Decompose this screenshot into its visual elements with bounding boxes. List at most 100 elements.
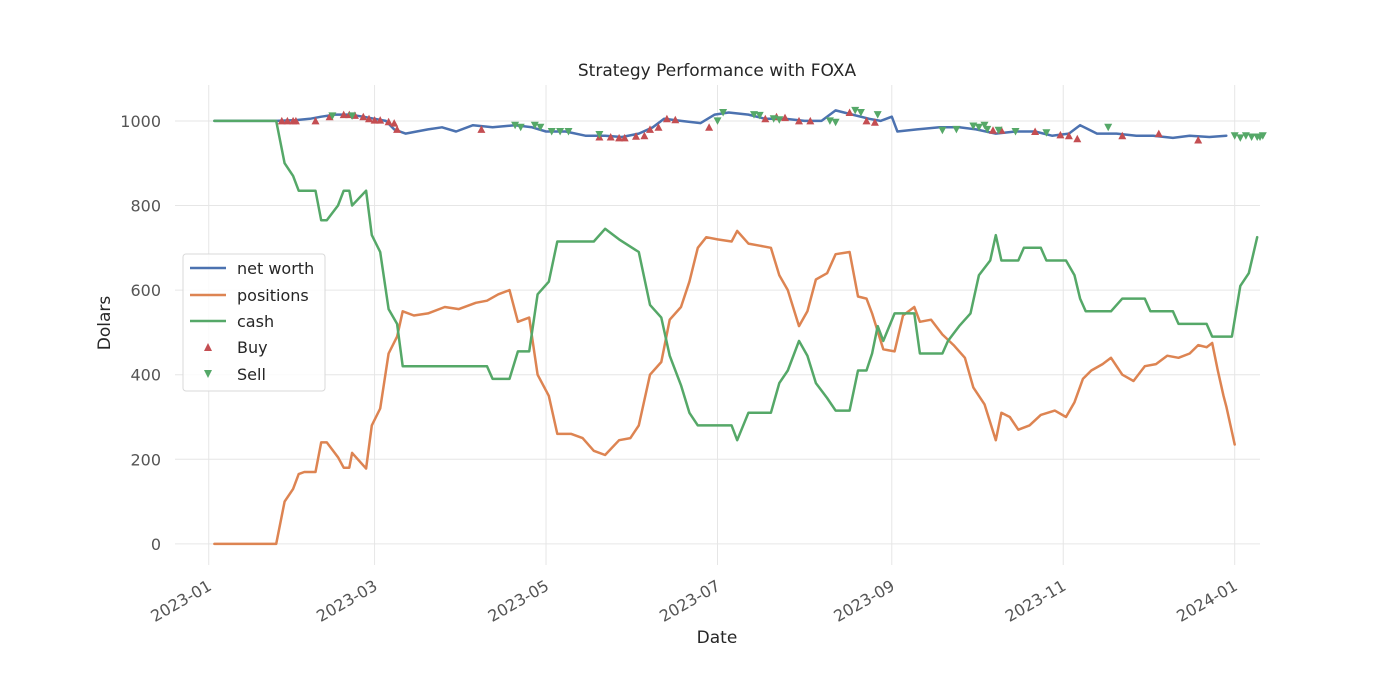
buy-marker bbox=[291, 116, 300, 125]
legend-box bbox=[182, 253, 326, 392]
series-lines bbox=[213, 109, 1259, 546]
grid bbox=[175, 85, 1260, 565]
y-axis-title: Dolars bbox=[95, 296, 115, 351]
buy-marker bbox=[1056, 130, 1065, 139]
buy-marker bbox=[870, 118, 879, 126]
buy-marker bbox=[283, 116, 292, 125]
sell-marker bbox=[775, 116, 784, 124]
sell-marker bbox=[595, 131, 604, 139]
legend-sell-label: Sell bbox=[237, 365, 266, 384]
y-tick-label: 800 bbox=[130, 197, 161, 216]
legend: net worth positions cash Buy Sell bbox=[182, 253, 326, 392]
buy-marker bbox=[339, 110, 348, 119]
buy-marker bbox=[632, 132, 640, 140]
y-tick-label: 0 bbox=[151, 535, 161, 554]
sell-marker bbox=[1104, 123, 1113, 132]
sell-marker bbox=[938, 126, 947, 135]
y-tick-label: 200 bbox=[130, 450, 161, 469]
series-line-positions bbox=[213, 229, 1236, 546]
buy-marker bbox=[393, 125, 402, 133]
buy-marker bbox=[620, 133, 629, 142]
x-tick-label: 2023-11 bbox=[1002, 576, 1069, 626]
buy-marker bbox=[671, 115, 680, 124]
buy-marker bbox=[862, 116, 871, 125]
sell-marker bbox=[556, 128, 565, 136]
buy-marker bbox=[795, 116, 803, 125]
y-tick-label: 1000 bbox=[120, 112, 161, 131]
sell-marker bbox=[755, 111, 764, 120]
x-tick-label: 2024-01 bbox=[1173, 576, 1240, 626]
buy-marker bbox=[845, 108, 854, 116]
buy-marker bbox=[654, 123, 663, 131]
series-line-cash bbox=[213, 119, 1259, 442]
buy-marker bbox=[1031, 127, 1040, 135]
buy-marker bbox=[989, 126, 997, 134]
sell-marker bbox=[516, 123, 525, 132]
trade-markers bbox=[277, 106, 1267, 144]
sell-marker bbox=[831, 118, 840, 127]
buy-marker bbox=[477, 125, 486, 133]
sell-marker bbox=[1241, 132, 1250, 140]
x-tick-label: 2023-01 bbox=[147, 576, 214, 626]
legend-buy-marker bbox=[204, 343, 212, 351]
x-tick-label: 2023-07 bbox=[656, 576, 723, 626]
sell-marker bbox=[564, 128, 573, 136]
buy-marker bbox=[365, 114, 373, 123]
x-tick-label: 2023-09 bbox=[830, 576, 897, 626]
sell-marker bbox=[825, 117, 834, 125]
buy-marker bbox=[646, 125, 654, 133]
legend-sell-marker bbox=[204, 370, 212, 378]
sell-marker bbox=[1230, 132, 1239, 140]
sell-marker bbox=[713, 117, 722, 125]
sell-marker bbox=[952, 125, 961, 134]
buy-marker bbox=[1194, 136, 1203, 144]
sell-marker bbox=[856, 109, 865, 117]
legend-positions-label: positions bbox=[237, 286, 309, 305]
sell-marker bbox=[769, 115, 778, 123]
sell-marker bbox=[1247, 133, 1256, 141]
sell-marker bbox=[873, 111, 882, 119]
legend-cash-label: cash bbox=[237, 312, 274, 331]
sell-marker bbox=[511, 121, 520, 130]
sell-marker bbox=[974, 123, 983, 132]
buy-marker bbox=[615, 133, 624, 142]
buy-marker bbox=[359, 112, 368, 121]
buy-marker bbox=[1154, 129, 1163, 138]
sell-marker bbox=[994, 126, 1003, 135]
y-tick-label: 400 bbox=[130, 366, 161, 385]
y-tick-label: 600 bbox=[130, 281, 161, 300]
buy-marker bbox=[606, 133, 615, 141]
sell-marker bbox=[980, 121, 989, 130]
sell-marker bbox=[1011, 128, 1020, 136]
sell-marker bbox=[536, 123, 545, 132]
buy-marker bbox=[277, 116, 286, 125]
x-tick-label: 2023-03 bbox=[313, 576, 380, 626]
buy-marker bbox=[376, 116, 385, 124]
sell-marker bbox=[1236, 134, 1245, 142]
buy-marker bbox=[781, 113, 789, 122]
sell-marker bbox=[530, 121, 539, 130]
buy-marker bbox=[311, 116, 320, 125]
x-axis-title: Date bbox=[697, 628, 738, 648]
x-tick-label: 2023-05 bbox=[485, 576, 552, 626]
sell-marker bbox=[348, 112, 357, 120]
chart-title: Strategy Performance with FOXA bbox=[578, 61, 857, 81]
buy-marker bbox=[806, 116, 815, 125]
buy-marker bbox=[640, 131, 649, 140]
buy-marker bbox=[761, 114, 770, 123]
buy-marker bbox=[390, 119, 399, 127]
sell-marker bbox=[1258, 132, 1267, 140]
buy-marker bbox=[662, 114, 671, 123]
legend-buy-label: Buy bbox=[237, 338, 268, 357]
buy-marker bbox=[1064, 131, 1073, 140]
sell-marker bbox=[983, 125, 992, 134]
buy-marker bbox=[705, 123, 714, 131]
buy-marker bbox=[370, 116, 379, 124]
sell-marker bbox=[1042, 129, 1051, 137]
buy-marker bbox=[1073, 134, 1082, 143]
buy-marker bbox=[384, 117, 393, 126]
sell-marker bbox=[328, 112, 337, 120]
sell-marker bbox=[547, 128, 556, 136]
sell-marker bbox=[750, 111, 758, 119]
